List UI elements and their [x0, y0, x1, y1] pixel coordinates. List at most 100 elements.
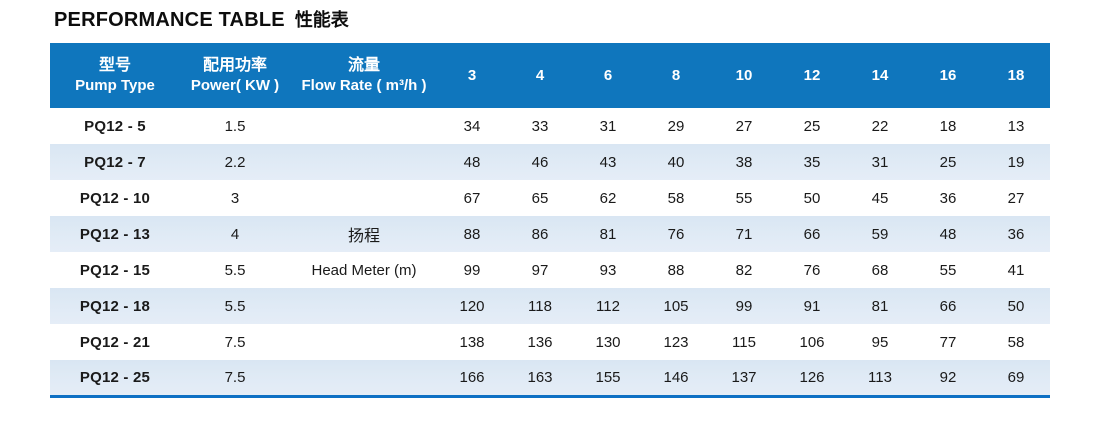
cell-head-value: 41 [982, 252, 1050, 288]
cell-head-value: 112 [574, 288, 642, 324]
cell-head-value: 36 [982, 216, 1050, 252]
cell-head-value: 81 [846, 288, 914, 324]
cell-head-value: 50 [982, 288, 1050, 324]
cell-head-value: 55 [710, 180, 778, 216]
cell-power-kw: 5.5 [180, 288, 290, 324]
cell-head-value: 48 [438, 144, 506, 180]
cell-head-value: 105 [642, 288, 710, 324]
cell-head-value: 99 [438, 252, 506, 288]
cell-head-value: 126 [778, 360, 846, 396]
header-flow-value: 10 [710, 43, 778, 108]
cell-head-value: 97 [506, 252, 574, 288]
cell-head-value: 130 [574, 324, 642, 360]
cell-head-meter-label [290, 144, 438, 180]
table-row: PQ12 - 10 3 67 65 62 58 55 50 45 36 27 [50, 180, 1050, 216]
cell-pump-type: PQ12 - 15 [50, 252, 180, 288]
cell-head-value: 43 [574, 144, 642, 180]
cell-power-kw: 1.5 [180, 108, 290, 144]
cell-head-value: 13 [982, 108, 1050, 144]
header-pump-type-zh: 型号 [98, 57, 131, 74]
header-flow-value: 3 [438, 43, 506, 108]
cell-head-meter-label [290, 360, 438, 396]
header-flow-value: 8 [642, 43, 710, 108]
page-title-en: PERFORMANCE TABLE [54, 9, 285, 31]
cell-power-kw: 7.5 [180, 324, 290, 360]
cell-head-value: 67 [438, 180, 506, 216]
cell-head-value: 71 [710, 216, 778, 252]
cell-head-value: 50 [778, 180, 846, 216]
cell-head-value: 34 [438, 108, 506, 144]
cell-head-meter-label [290, 108, 438, 144]
cell-head-value: 146 [642, 360, 710, 396]
cell-head-value: 88 [438, 216, 506, 252]
header-row: 型号 Pump Type 配用功率 Power( KW ) 流量 Flow Ra… [50, 43, 1050, 108]
cell-head-value: 118 [506, 288, 574, 324]
cell-head-value: 59 [846, 216, 914, 252]
cell-head-value: 106 [778, 324, 846, 360]
page-title-zh: 性能表 [294, 10, 349, 30]
cell-pump-type: PQ12 - 7 [50, 144, 180, 180]
cell-power-kw: 3 [180, 180, 290, 216]
cell-head-meter-label [290, 324, 438, 360]
cell-head-value: 66 [914, 288, 982, 324]
cell-head-value: 31 [846, 144, 914, 180]
cell-head-value: 31 [574, 108, 642, 144]
cell-head-value: 115 [710, 324, 778, 360]
cell-head-value: 136 [506, 324, 574, 360]
cell-pump-type: PQ12 - 13 [50, 216, 180, 252]
cell-head-value: 113 [846, 360, 914, 396]
header-pump-type: 型号 Pump Type [50, 43, 180, 108]
cell-head-value: 91 [778, 288, 846, 324]
cell-head-value: 155 [574, 360, 642, 396]
cell-head-value: 88 [642, 252, 710, 288]
header-flow-value: 14 [846, 43, 914, 108]
cell-head-value: 138 [438, 324, 506, 360]
header-flow-value: 6 [574, 43, 642, 108]
table-row: PQ12 - 15 5.5 Head Meter (m) 99 97 93 88 82 76 68… [50, 252, 1050, 288]
cell-head-value: 55 [914, 252, 982, 288]
cell-head-meter-label: 扬程 [290, 216, 438, 252]
cell-power-kw: 2.2 [180, 144, 290, 180]
header-flow-rate: 流量 Flow Rate ( m³/h ) [290, 43, 438, 108]
cell-head-value: 45 [846, 180, 914, 216]
cell-head-value: 40 [642, 144, 710, 180]
cell-head-value: 76 [642, 216, 710, 252]
table-row: PQ12 - 7 2.2 48 46 43 40 38 35 31 25 19 [50, 144, 1050, 180]
header-flow-rate-zh: 流量 [347, 57, 380, 74]
cell-power-kw: 5.5 [180, 252, 290, 288]
cell-head-value: 58 [642, 180, 710, 216]
table-row: PQ12 - 5 1.5 34 33 31 29 27 25 22 18 13 [50, 108, 1050, 144]
cell-head-value: 99 [710, 288, 778, 324]
table-header: 型号 Pump Type 配用功率 Power( KW ) 流量 Flow Ra… [50, 43, 1050, 108]
cell-head-value: 36 [914, 180, 982, 216]
cell-head-value: 163 [506, 360, 574, 396]
table-row: PQ12 - 25 7.5 166 163 155 146 137 126 113 92 69 [50, 360, 1050, 396]
cell-head-value: 92 [914, 360, 982, 396]
header-pump-type-en: Pump Type [75, 77, 155, 94]
cell-power-kw: 7.5 [180, 360, 290, 396]
header-flow-value: 4 [506, 43, 574, 108]
cell-head-value: 86 [506, 216, 574, 252]
cell-head-value: 25 [778, 108, 846, 144]
performance-table: 型号 Pump Type 配用功率 Power( KW ) 流量 Flow Ra… [50, 43, 1050, 398]
cell-head-value: 76 [778, 252, 846, 288]
cell-head-value: 48 [914, 216, 982, 252]
cell-head-value: 137 [710, 360, 778, 396]
table-row: PQ12 - 21 7.5 138 136 130 123 115 106 95 77 58 [50, 324, 1050, 360]
table-body: PQ12 - 5 1.5 34 33 31 29 27 25 22 18 13 PQ12 - 7 2.2… [50, 108, 1050, 396]
cell-head-value: 46 [506, 144, 574, 180]
cell-head-value: 166 [438, 360, 506, 396]
cell-head-value: 69 [982, 360, 1050, 396]
cell-head-value: 120 [438, 288, 506, 324]
header-power: 配用功率 Power( KW ) [180, 43, 290, 108]
table-row: PQ12 - 18 5.5 120 118 112 105 99 91 81 66 50 [50, 288, 1050, 324]
cell-head-meter-label [290, 288, 438, 324]
cell-power-kw: 4 [180, 216, 290, 252]
cell-head-value: 81 [574, 216, 642, 252]
cell-pump-type: PQ12 - 18 [50, 288, 180, 324]
header-power-en: Power( KW ) [190, 77, 280, 94]
cell-head-value: 19 [982, 144, 1050, 180]
cell-pump-type: PQ12 - 10 [50, 180, 180, 216]
header-flow-rate-en: Flow Rate ( m³/h ) [301, 77, 427, 94]
